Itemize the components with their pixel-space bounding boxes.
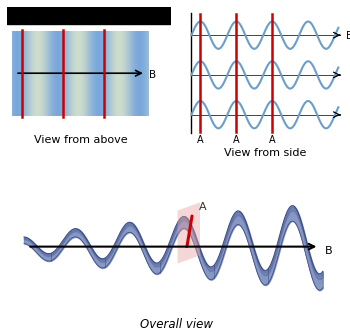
Text: Overall view: Overall view: [140, 318, 213, 330]
Text: View from side: View from side: [224, 148, 306, 158]
Text: A: A: [233, 135, 240, 145]
Text: B: B: [346, 31, 350, 41]
Text: View from above: View from above: [34, 135, 127, 145]
Text: A: A: [269, 135, 275, 145]
Text: B: B: [149, 70, 156, 80]
Text: A: A: [199, 202, 206, 212]
Text: B: B: [324, 246, 332, 256]
Polygon shape: [177, 202, 200, 264]
Text: A: A: [197, 135, 204, 145]
